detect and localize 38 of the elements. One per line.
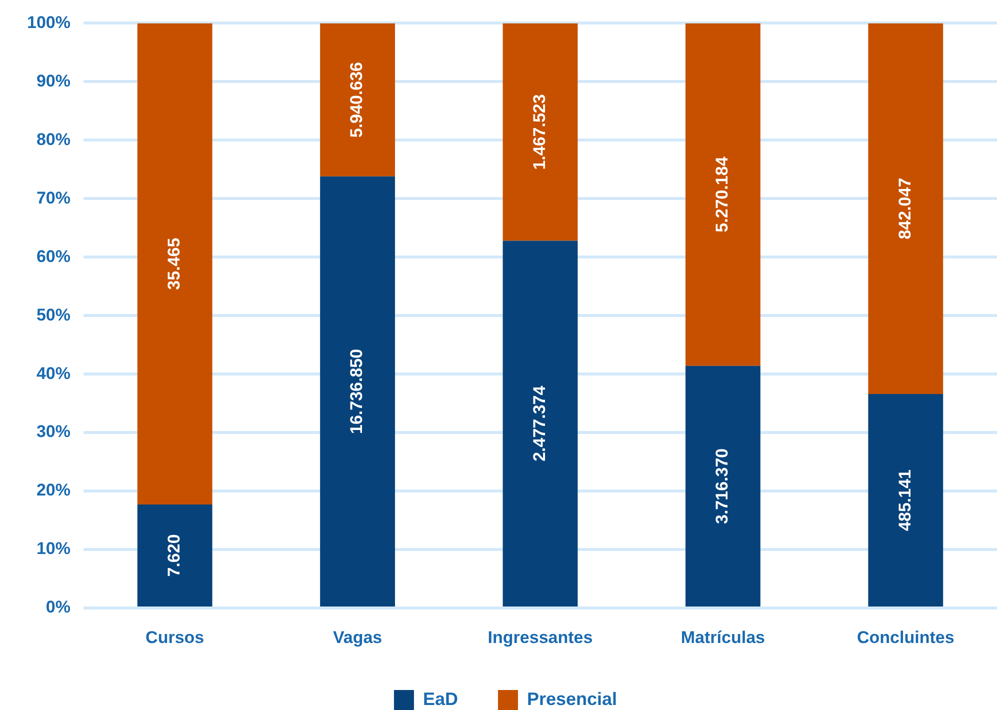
y-tick-label: 60% bbox=[36, 246, 70, 266]
y-tick-label: 100% bbox=[26, 12, 70, 32]
bar bbox=[320, 23, 395, 176]
y-tick-label: 50% bbox=[36, 305, 70, 324]
y-tick-label: 20% bbox=[36, 480, 70, 500]
annotation: 35.465 bbox=[164, 238, 184, 290]
bar bbox=[502, 240, 578, 606]
y-tick-label: 40% bbox=[36, 364, 70, 383]
bar bbox=[685, 366, 760, 606]
annotation: 16.736.850 bbox=[347, 348, 366, 434]
x-tick-label: Cursos bbox=[146, 628, 204, 647]
y-tick-label: 30% bbox=[36, 422, 70, 442]
y-tick-label: 80% bbox=[36, 130, 70, 149]
y-tick-label: 10% bbox=[36, 539, 70, 558]
x-tick-label: Concluintes bbox=[857, 628, 954, 647]
bar bbox=[137, 23, 212, 504]
bar bbox=[502, 23, 578, 241]
bar bbox=[137, 504, 212, 606]
annotation: 7.620 bbox=[164, 534, 184, 577]
annotation: 1.467.523 bbox=[530, 94, 549, 170]
legend-label: EaD bbox=[422, 688, 458, 709]
annotation: 485.141 bbox=[895, 470, 914, 531]
annotation: 5.270.184 bbox=[712, 156, 732, 232]
x-tick-label: Ingressantes bbox=[488, 628, 593, 647]
bar bbox=[685, 23, 760, 366]
y-tick-label: 0% bbox=[46, 598, 70, 617]
bar bbox=[320, 176, 395, 606]
annotation: 3.716.370 bbox=[712, 448, 732, 524]
annotation: 2.477.374 bbox=[530, 385, 549, 462]
bar bbox=[868, 394, 944, 606]
x-tick-label: Vagas bbox=[332, 628, 382, 647]
y-tick-label: 70% bbox=[36, 188, 70, 208]
bar bbox=[868, 23, 944, 394]
annotation: 5.940.636 bbox=[347, 62, 366, 138]
x-tick-label: Matrículas bbox=[680, 628, 765, 647]
y-tick-label: 90% bbox=[36, 71, 70, 90]
annotation: 842.047 bbox=[895, 178, 914, 240]
legend-label: Presencial bbox=[526, 688, 618, 709]
